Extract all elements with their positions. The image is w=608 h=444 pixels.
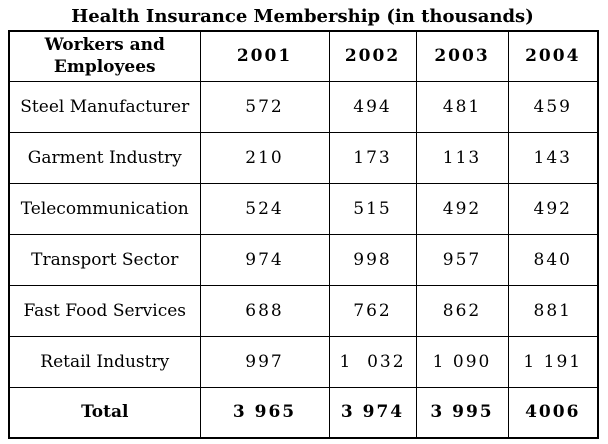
cell-value: 492: [507, 182, 599, 235]
cell-value: 840: [507, 233, 599, 286]
cell-value: 481: [415, 80, 509, 133]
cell-value: 1 032: [328, 335, 417, 388]
total-value: 3 974: [328, 386, 417, 439]
column-header-2004: 2004: [507, 30, 599, 82]
row-label: Steel Manufacturer: [8, 80, 201, 133]
cell-value: 862: [415, 284, 509, 337]
table-row-steel-manufacturer: Steel Manufacturer 572 494 481 459: [8, 80, 599, 133]
cell-value: 688: [199, 284, 330, 337]
table-row-telecommunication: Telecommunication 524 515 492 492: [8, 182, 599, 235]
table-title: Health Insurance Membership (in thousand…: [71, 6, 534, 27]
cell-value: 762: [328, 284, 417, 337]
cell-value: 881: [507, 284, 599, 337]
cell-value: 173: [328, 131, 417, 184]
total-label: Total: [8, 386, 201, 439]
table-row-transport-sector: Transport Sector 974 998 957 840: [8, 233, 599, 286]
cell-value: 572: [199, 80, 330, 133]
table-row-fast-food-services: Fast Food Services 688 762 862 881: [8, 284, 599, 337]
total-value: 4006: [507, 386, 599, 439]
cell-value: 957: [415, 233, 509, 286]
table-row-garment-industry: Garment Industry 210 173 113 143: [8, 131, 599, 184]
row-label: Garment Industry: [8, 131, 201, 184]
column-header-2003: 2003: [415, 30, 509, 82]
table-row-retail-industry: Retail Industry 997 1 032 1 090 1 191: [8, 335, 599, 388]
cell-value: 1 191: [507, 335, 599, 388]
cell-value: 113: [415, 131, 509, 184]
column-header-2002: 2002: [328, 30, 417, 82]
cell-value: 997: [199, 335, 330, 388]
cell-value: 210: [199, 131, 330, 184]
cell-value: 494: [328, 80, 417, 133]
cell-value: 515: [328, 182, 417, 235]
membership-table: Workers and Employees 2001 2002 2003 200…: [8, 30, 599, 439]
header-row: Workers and Employees 2001 2002 2003 200…: [8, 30, 599, 82]
cell-value: 524: [199, 182, 330, 235]
row-label: Transport Sector: [8, 233, 201, 286]
row-label: Fast Food Services: [8, 284, 201, 337]
total-row: Total 3 965 3 974 3 995 4006: [8, 386, 599, 439]
total-value: 3 965: [199, 386, 330, 439]
column-header-2001: 2001: [199, 30, 330, 82]
cell-value: 143: [507, 131, 599, 184]
cell-value: 1 090: [415, 335, 509, 388]
cell-value: 974: [199, 233, 330, 286]
cell-value: 998: [328, 233, 417, 286]
total-value: 3 995: [415, 386, 509, 439]
row-label: Telecommunication: [8, 182, 201, 235]
cell-value: 459: [507, 80, 599, 133]
cell-value: 492: [415, 182, 509, 235]
column-header-workers-employees: Workers and Employees: [8, 30, 201, 82]
row-label: Retail Industry: [8, 335, 201, 388]
page: Health Insurance Membership (in thousand…: [8, 6, 599, 439]
